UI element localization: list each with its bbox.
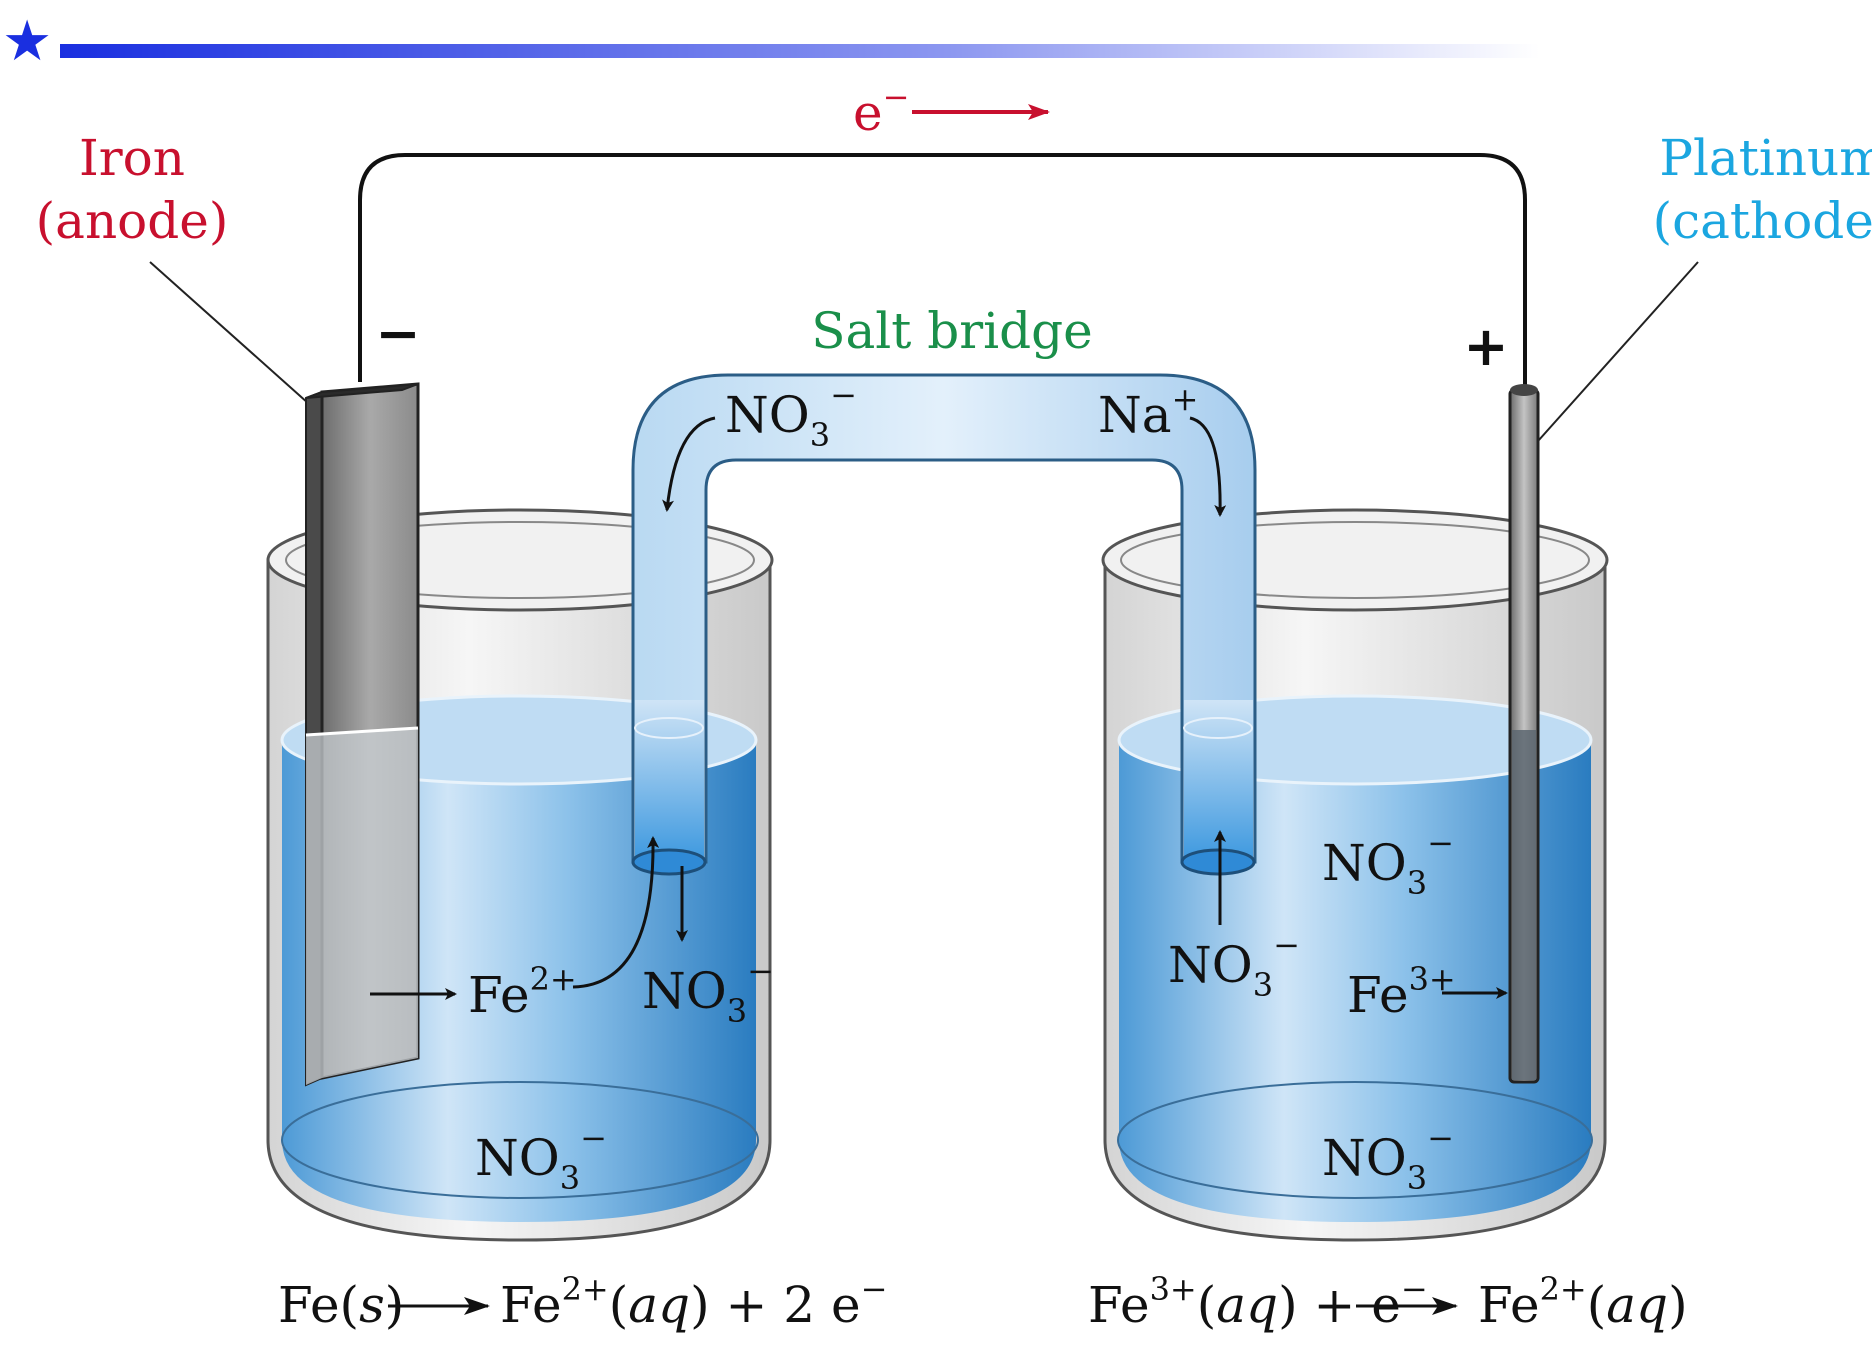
header-bar [60,44,1540,58]
salt-bridge [631,373,1257,876]
external-wire [358,153,1527,390]
anode-equation-right: Fe2+(aq) + 2 e− [500,1270,887,1334]
cathode-no3-mid-ion: NO3− [1168,926,1300,1004]
cathode-equation-left: Fe3+(aq) + e− [1088,1270,1428,1334]
electron-flow: e− [853,78,1050,142]
anode-no3-bottom-ion: NO3− [475,1119,607,1197]
salt-bridge-label: Salt bridge [811,302,1093,360]
anode-label-line1: Iron [79,129,185,187]
anode-fe-ion: Fe2+ [468,960,577,1024]
salt-bridge-left-end [631,848,707,876]
cathode-leader-line [1529,261,1699,451]
bridge-right-arrow [1189,416,1227,517]
cathode-beaker-base [1117,1081,1593,1199]
plus-sign: + [1463,315,1508,378]
salt-bridge-right-meniscus [1183,717,1253,739]
minus-sign: − [375,302,420,365]
cathode-no3-bottom-ion: NO3− [1322,1119,1454,1197]
anode-beaker-base [281,1081,759,1199]
cathode-beaker-rim-inner [1120,521,1590,599]
salt-bridge-left-fill [635,700,704,862]
fe-to-bridge-arrow [572,836,660,989]
iron-electrode-submerged [306,728,418,1085]
platinum-electrode-submerged [1512,730,1536,1080]
cathode-label-line2: (cathode) [1653,192,1872,250]
bridge-left-arrow [662,416,716,512]
header-decoration: ★ [2,9,1540,74]
anode-beaker-rim-inner [285,521,755,599]
iron-electrode-waterline [305,726,419,737]
electron-label: e− [853,78,909,142]
cathode-equation: Fe3+(aq) + e− Fe2+(aq) [1088,1270,1688,1334]
anode-label-line2: (anode) [36,192,229,250]
anode-equation-left: Fe(s) [278,1276,404,1334]
anode-equation: Fe(s) Fe2+(aq) + 2 e− [278,1270,887,1334]
platinum-electrode [1508,384,1540,1084]
salt-bridge-left-meniscus [634,717,704,739]
cathode-no3-top-ion: NO3− [1322,824,1454,902]
star-icon: ★ [2,9,52,74]
bridge-right-ion: Na+ [1098,380,1198,444]
salt-bridge-right-end [1180,848,1256,876]
cathode-label-line1: Platinum [1659,129,1872,187]
platinum-electrode-top [1510,384,1538,396]
cathode-equation-right: Fe2+(aq) [1478,1270,1688,1334]
iron-electrode [305,382,420,1087]
anode-no3-mid-ion: NO3− [642,952,774,1030]
bridge-left-ion: NO3− [725,376,857,454]
iron-electrode-top [305,383,419,399]
